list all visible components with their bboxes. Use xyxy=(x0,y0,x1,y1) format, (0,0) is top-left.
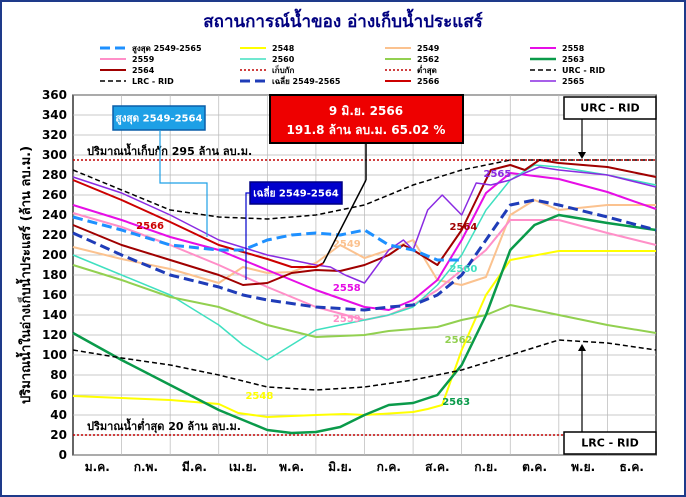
series-label: 2563 xyxy=(442,397,470,408)
y-tick-label: 100 xyxy=(42,348,67,362)
avg-callout-text: เฉลี่ย 2549-2564 xyxy=(253,185,339,199)
legend-entry: เก็บกัก xyxy=(272,64,295,75)
storage-label: ปริมาณน้ำเก็บกัก 295 ล้าน ลบ.ม. xyxy=(87,143,252,158)
legend-entry: 2563 xyxy=(562,55,584,64)
series-line xyxy=(72,159,657,286)
y-tick-label: 260 xyxy=(42,188,67,202)
legend-entry: 2562 xyxy=(417,55,439,64)
y-tick-label: 40 xyxy=(50,408,67,422)
legend-entry: 2558 xyxy=(562,44,585,53)
y-tick-label: 20 xyxy=(50,428,67,442)
legend-entry: เฉลี่ย 2549-2565 xyxy=(272,75,341,86)
current-value-text: 191.8 ล้าน ลบ.ม. 65.02 % xyxy=(287,123,446,137)
urc-callout-box xyxy=(563,96,657,120)
series-label: 2562 xyxy=(445,335,473,346)
current-date-text: 9 มิ.ย. 2566 xyxy=(329,104,403,118)
legend-entry: 2566 xyxy=(417,77,440,86)
legend-box xyxy=(90,40,660,90)
x-tick-label: ธ.ค. xyxy=(619,460,643,474)
series-label: 2564 xyxy=(450,222,478,233)
y-tick-label: 220 xyxy=(42,228,67,242)
series-label: 2559 xyxy=(333,314,361,325)
lrc-arrowhead xyxy=(578,344,586,351)
series-label: 2565 xyxy=(484,169,512,180)
min-label: ปริมาณน้ำต่ำสุด 20 ล้าน ลบ.ม. xyxy=(87,418,241,434)
series-label: 2549 xyxy=(333,239,361,250)
chart-title: สถานการณ์น้ำของ อ่างเก็บน้ำประแสร์ xyxy=(203,12,483,32)
legend-entry: 2565 xyxy=(562,77,585,86)
x-tick-label: พ.ย. xyxy=(571,460,595,474)
series-line xyxy=(72,339,657,391)
series-line xyxy=(72,159,656,220)
y-tick-label: 360 xyxy=(42,88,67,102)
x-tick-label: มิ.ย. xyxy=(328,460,352,474)
x-tick-label: ต.ค. xyxy=(522,460,547,474)
series-line xyxy=(72,179,324,268)
max-leader xyxy=(159,130,208,237)
legend-entry: สูงสุด 2549-2565 xyxy=(132,44,202,54)
legend-entry: 2559 xyxy=(132,55,155,64)
y-tick-label: 200 xyxy=(42,248,67,262)
y-axis-label: ปริมาณน้ำในอ่างเก็บน้ำประแสร์ (ล้าน ลบ.ม… xyxy=(15,146,34,404)
y-tick-label: 180 xyxy=(42,268,67,282)
legend-entry: 2560 xyxy=(272,55,295,64)
avg-leader xyxy=(245,192,250,280)
series-line xyxy=(72,164,657,361)
x-tick-label: ม.ค. xyxy=(85,460,110,474)
y-tick-label: 60 xyxy=(50,388,67,402)
x-tick-label: ส.ค. xyxy=(425,460,449,474)
lrc-callout-text: LRC - RID xyxy=(581,437,638,450)
y-tick-label: 300 xyxy=(42,148,67,162)
series-line xyxy=(72,166,657,284)
legend-entry: URC - RID xyxy=(562,66,606,75)
series-line xyxy=(72,199,656,286)
legend-entry: ต่ำสุด xyxy=(417,64,437,76)
urc-callout-text: URC - RID xyxy=(580,102,639,115)
y-tick-label: 320 xyxy=(42,128,67,142)
x-tick-label: มี.ค. xyxy=(182,460,207,474)
y-tick-label: 140 xyxy=(42,308,67,322)
series-label: 2558 xyxy=(333,283,361,294)
legend-entry: 2564 xyxy=(132,66,155,75)
x-tick-label: ก.พ. xyxy=(134,460,158,474)
series-line xyxy=(72,213,657,435)
y-tick-label: 280 xyxy=(42,168,67,182)
legend-entry: 2549 xyxy=(417,44,440,53)
y-tick-label: 160 xyxy=(42,288,67,302)
lrc-callout-box xyxy=(563,431,657,455)
series-line xyxy=(72,264,657,338)
y-tick-label: 0 xyxy=(59,448,67,462)
x-tick-label: เม.ย. xyxy=(229,460,257,474)
legend-entry: 2548 xyxy=(272,44,295,53)
x-tick-label: พ.ค. xyxy=(279,460,304,474)
series-line xyxy=(72,215,462,262)
series-line xyxy=(72,212,657,321)
series-line xyxy=(72,172,657,311)
max-callout-box xyxy=(112,105,206,131)
y-tick-label: 340 xyxy=(42,108,67,122)
series-label: 2560 xyxy=(450,264,478,275)
max-callout-text: สูงสุด 2549-2564 xyxy=(116,113,203,125)
y-tick-label: 80 xyxy=(50,368,67,382)
x-tick-label: ก.ย. xyxy=(474,460,497,474)
series-label: 2548 xyxy=(245,391,273,402)
urc-arrowhead xyxy=(578,152,586,159)
current-leader-diag xyxy=(322,179,367,264)
y-tick-label: 120 xyxy=(42,328,67,342)
legend-entry: LRC - RID xyxy=(132,77,174,86)
y-tick-label: 240 xyxy=(42,208,67,222)
x-tick-label: ก.ค. xyxy=(377,460,401,474)
series-label: 2566 xyxy=(136,221,164,232)
